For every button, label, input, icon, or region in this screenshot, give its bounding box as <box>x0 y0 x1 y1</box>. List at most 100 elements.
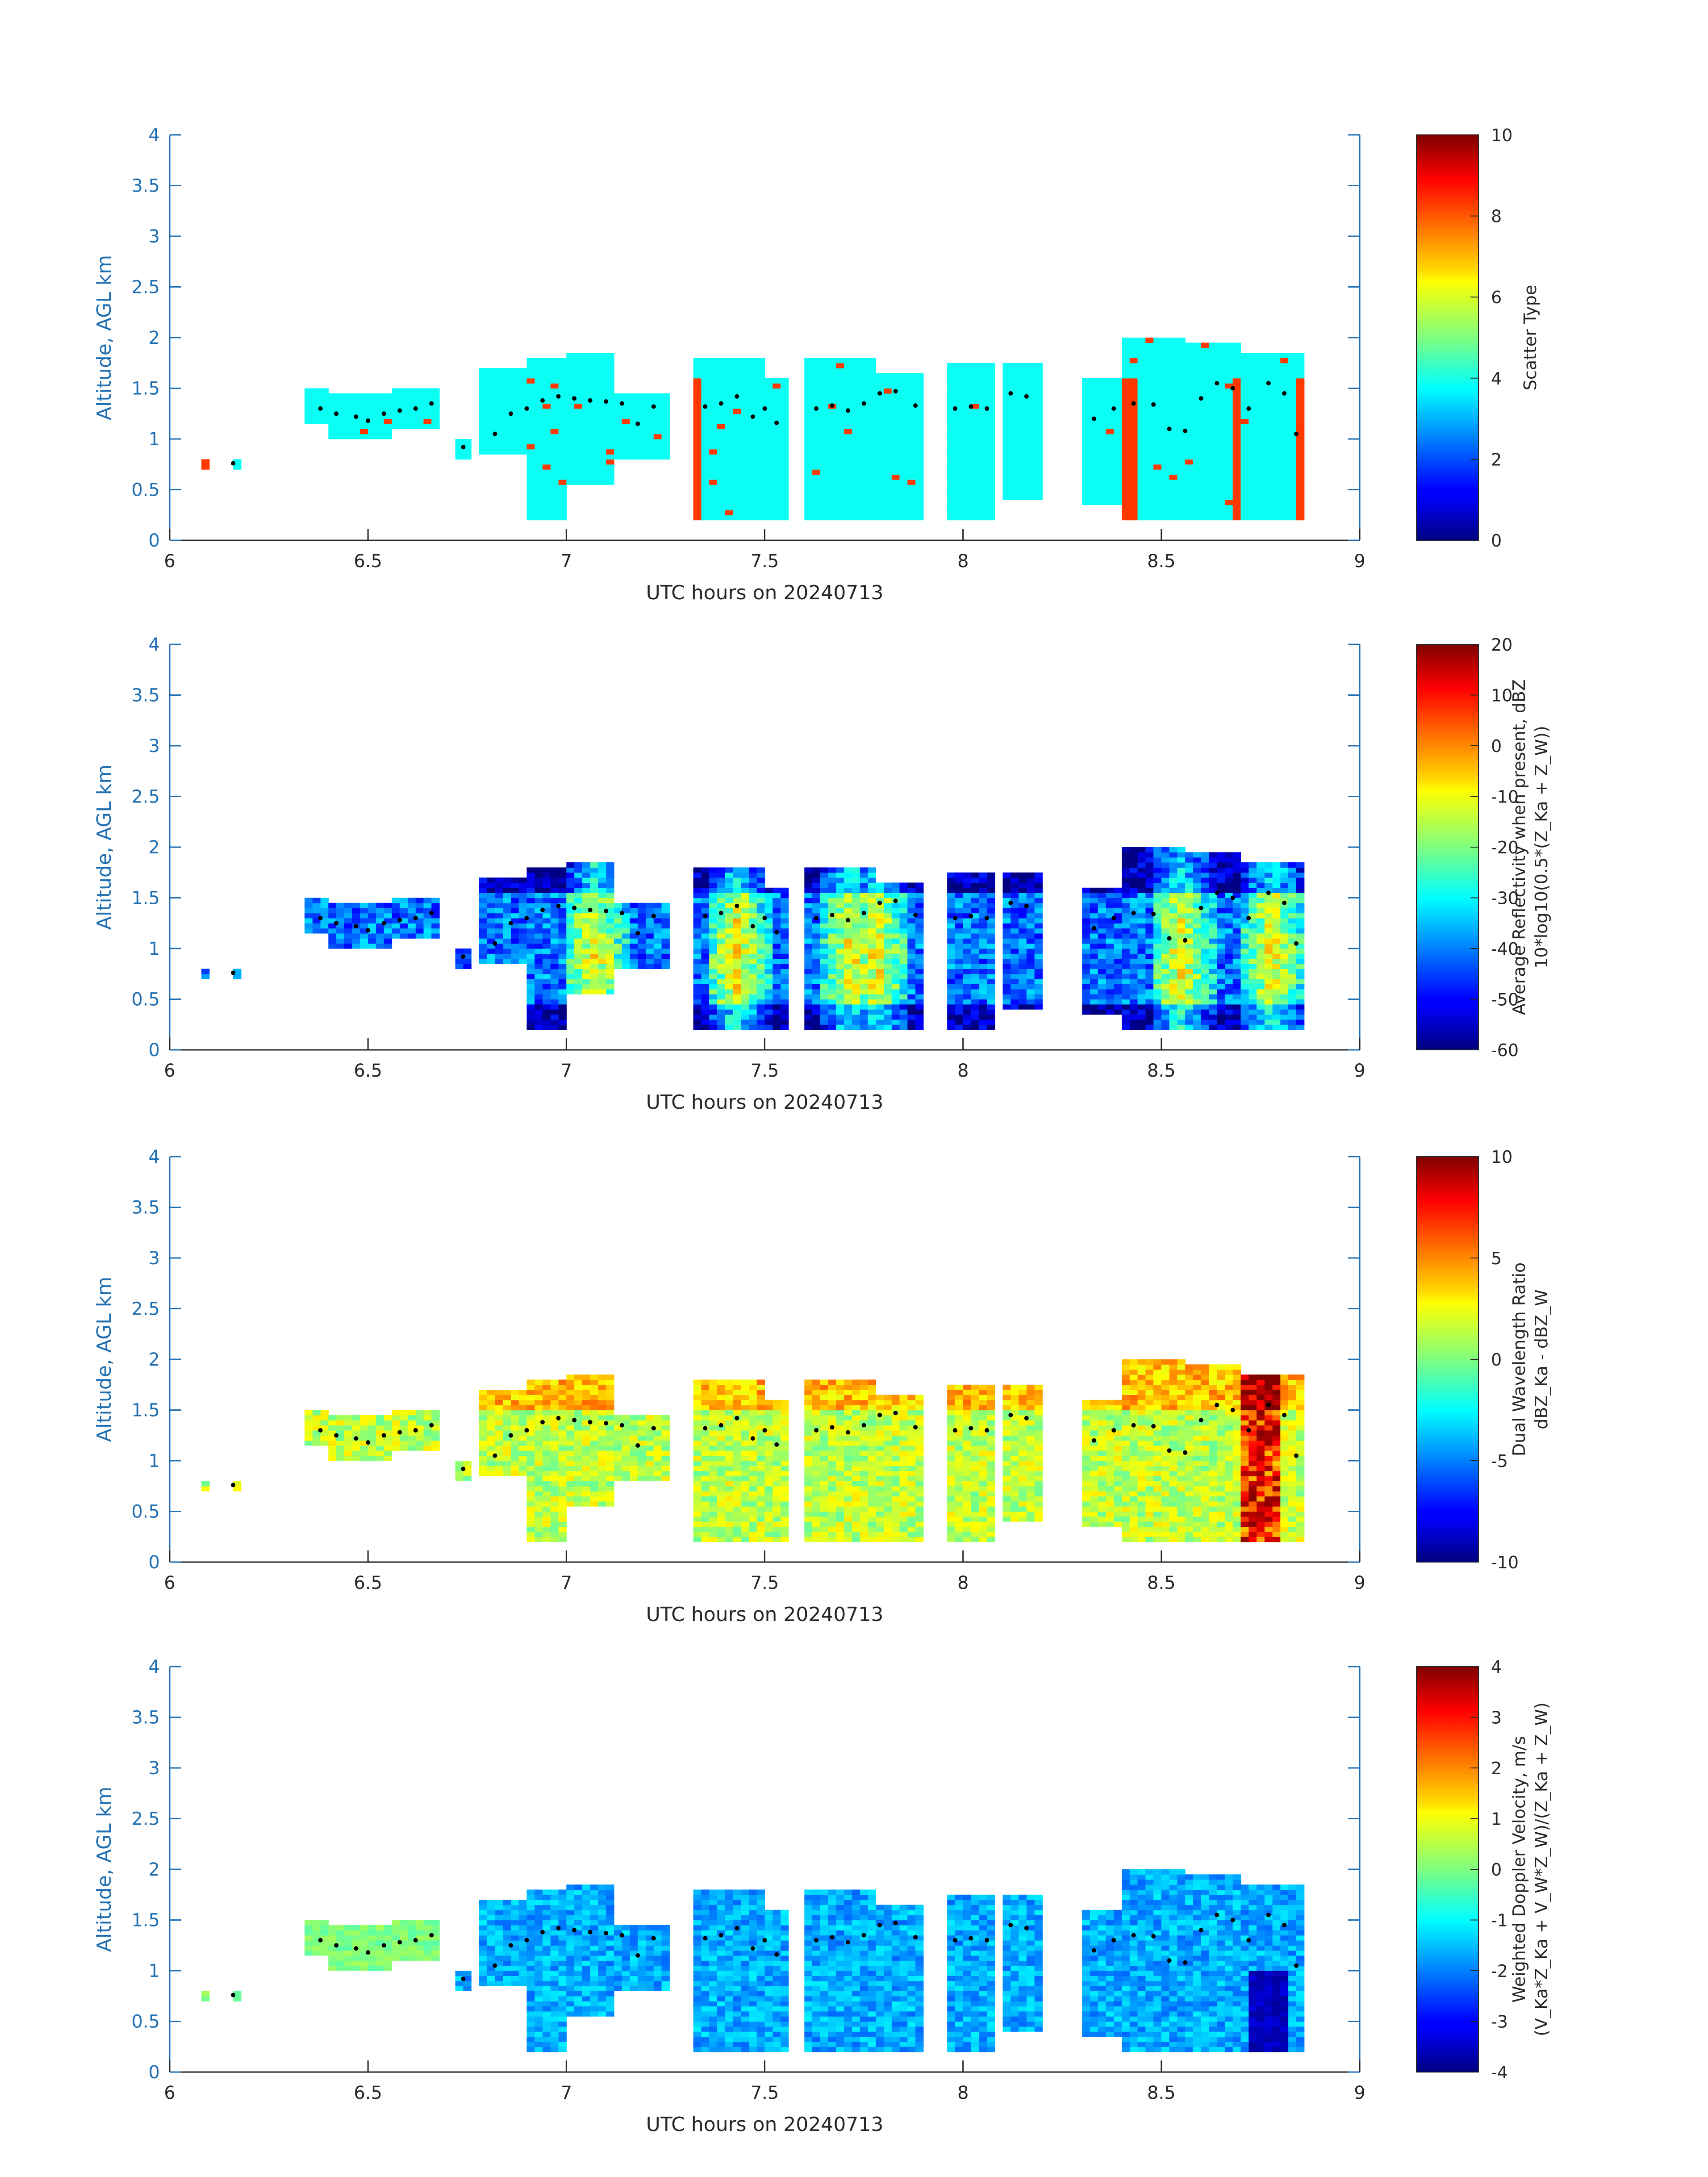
heatmap-cell <box>899 454 908 460</box>
heatmap-cell <box>773 505 781 510</box>
heatmap-cell <box>614 454 622 460</box>
heatmap-cell <box>1011 923 1019 929</box>
heatmap-cell <box>812 459 821 465</box>
heatmap-cell <box>305 408 313 414</box>
heatmap-cell <box>907 449 916 455</box>
heatmap-cell <box>201 969 210 974</box>
heatmap-cell <box>1090 479 1098 485</box>
heatmap-cell <box>1114 418 1122 424</box>
heatmap-cell <box>535 494 543 500</box>
heatmap-cell <box>812 949 821 954</box>
heatmap-cell <box>1002 908 1011 914</box>
heatmap-cell <box>804 469 813 475</box>
heatmap-cell <box>646 923 654 929</box>
heatmap-cell <box>820 898 829 903</box>
heatmap-cell <box>860 882 869 888</box>
heatmap-cell <box>1201 500 1210 506</box>
heatmap-cell <box>1137 338 1146 343</box>
heatmap-cell <box>1232 510 1241 515</box>
heatmap-cell <box>598 449 606 455</box>
heatmap-cell <box>518 903 527 908</box>
heatmap-cell <box>725 444 734 450</box>
heatmap-cell <box>1232 353 1241 358</box>
heatmap-cell <box>844 485 852 490</box>
heatmap-cell <box>781 464 789 470</box>
heatmap-cell <box>1209 403 1217 409</box>
heatmap-cell <box>550 989 559 994</box>
heatmap-cell <box>503 444 511 450</box>
heatmap-cell <box>1257 444 1265 450</box>
heatmap-cell <box>1002 984 1011 990</box>
heatmap-cell <box>1177 449 1186 455</box>
heatmap-cell <box>1098 500 1107 506</box>
heatmap-cell <box>543 474 551 480</box>
heatmap-cell <box>1026 449 1035 455</box>
heatmap-cell <box>1288 439 1297 444</box>
heatmap-cell <box>661 923 670 929</box>
heatmap-cell <box>392 908 400 914</box>
heatmap-cell <box>781 1019 789 1025</box>
heatmap-cell <box>535 943 543 949</box>
heatmap-cell <box>1145 383 1154 389</box>
heatmap-cell <box>1193 383 1202 389</box>
heatmap-cell <box>812 1004 821 1010</box>
heatmap-cell <box>876 494 884 500</box>
heatmap-cell <box>511 398 519 404</box>
heatmap-cell <box>907 398 916 404</box>
heatmap-cell <box>828 877 836 883</box>
heatmap-cell <box>947 515 956 521</box>
heatmap-cell <box>1098 953 1107 959</box>
heatmap-cell <box>963 474 972 480</box>
heatmap-cell <box>614 949 622 954</box>
heatmap-cell <box>622 933 631 939</box>
heatmap-cell <box>812 994 821 1000</box>
heatmap-cell <box>1185 500 1194 506</box>
heatmap-cell <box>1098 408 1107 414</box>
heatmap-cell <box>891 882 900 888</box>
heatmap-cell <box>1026 378 1035 384</box>
heatmap-cell <box>1011 444 1019 450</box>
heatmap-cell <box>526 938 535 944</box>
heatmap-cell <box>1209 347 1217 353</box>
heatmap-cell <box>899 459 908 465</box>
heatmap-cell <box>709 469 718 475</box>
heatmap-cell <box>987 943 995 949</box>
heatmap-cell <box>701 469 710 475</box>
heatmap-cell <box>1129 1024 1138 1030</box>
heatmap-cell <box>1026 994 1035 1000</box>
heatmap-cell <box>1217 439 1225 444</box>
cloud-base-point <box>1111 406 1116 411</box>
heatmap-cell <box>1026 928 1035 934</box>
heatmap-cell <box>1145 474 1154 480</box>
heatmap-cell <box>1002 474 1011 480</box>
heatmap-cell <box>423 418 432 424</box>
heatmap-cell <box>836 423 844 429</box>
heatmap-cell <box>1201 358 1210 364</box>
heatmap-cell <box>336 403 345 409</box>
heatmap-cell <box>1122 994 1130 1000</box>
heatmap-cell <box>1153 338 1162 343</box>
heatmap-cell <box>828 464 836 470</box>
heatmap-cell <box>392 933 400 939</box>
heatmap-cell <box>352 418 360 424</box>
heatmap-cell <box>812 933 821 939</box>
heatmap-cell <box>860 1024 869 1030</box>
heatmap-cell <box>899 388 908 394</box>
heatmap-cell <box>1137 398 1146 404</box>
heatmap-cell <box>709 489 718 495</box>
heatmap-cell <box>860 979 869 984</box>
heatmap-cell <box>1145 933 1154 939</box>
heatmap-cell <box>979 479 987 485</box>
heatmap-cell <box>963 494 972 500</box>
heatmap-cell <box>907 1009 916 1015</box>
heatmap-cell <box>463 949 472 954</box>
heatmap-cell <box>487 383 496 389</box>
heatmap-cell <box>1129 989 1138 994</box>
heatmap-cell <box>653 449 662 455</box>
heatmap-cell <box>899 893 908 898</box>
heatmap-cell <box>979 999 987 1005</box>
heatmap-cell <box>1217 469 1225 475</box>
heatmap-cell <box>320 913 329 919</box>
heatmap-cell <box>558 459 567 465</box>
heatmap-cell <box>1145 439 1154 444</box>
